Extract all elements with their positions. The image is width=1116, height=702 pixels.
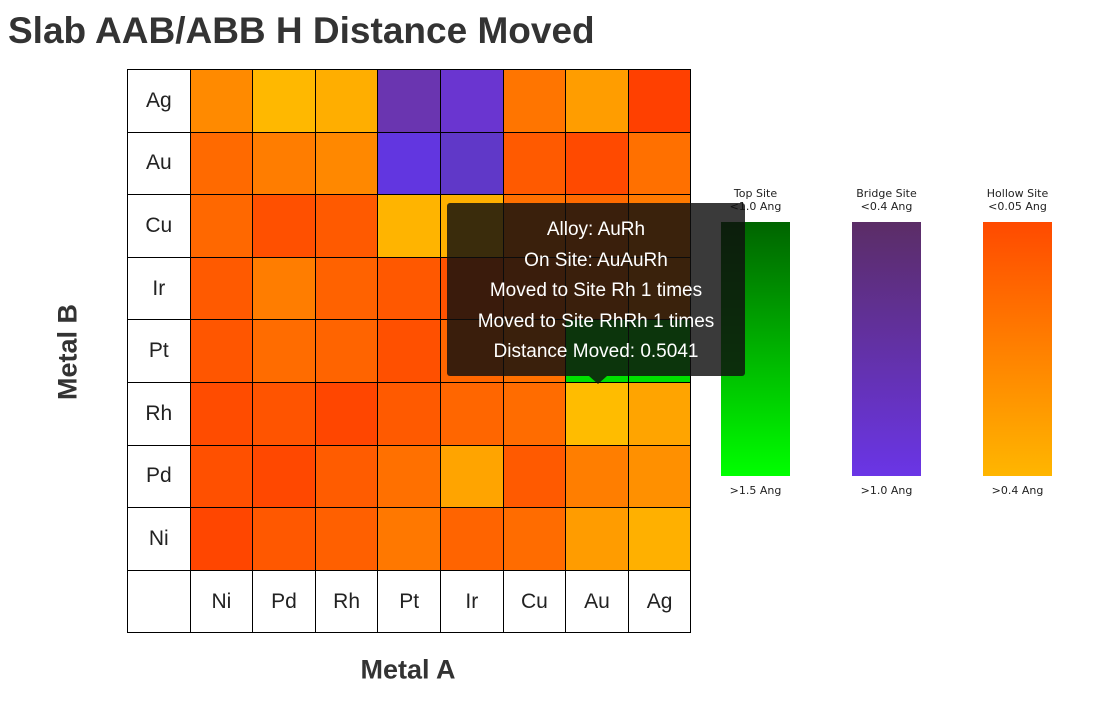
y-tick-label: Pt [127, 319, 191, 383]
heatmap-cell[interactable] [440, 507, 504, 571]
heatmap-cell[interactable] [627, 507, 692, 571]
heatmap-cell[interactable] [565, 507, 629, 571]
heatmap-cell[interactable] [565, 131, 629, 196]
legend-color-bar [852, 222, 921, 476]
heatmap-cell[interactable] [189, 382, 254, 446]
y-tick-label: Ir [127, 256, 191, 321]
heatmap-cell[interactable] [377, 194, 441, 258]
heatmap-cell[interactable] [252, 507, 316, 571]
heatmap-cell[interactable] [252, 131, 316, 196]
tooltip-line: Distance Moved: 0.5041 [493, 341, 699, 362]
heatmap-cell[interactable] [252, 444, 316, 509]
tooltip-line: Alloy: AuRh [546, 219, 646, 240]
heatmap-cell[interactable] [189, 444, 254, 509]
heatmap-cell[interactable] [189, 507, 254, 571]
x-tick-label: Pt [377, 569, 441, 634]
tooltip-line: On Site: AuAuRh [524, 249, 668, 271]
legend-bottom-label: >1.5 Ang [729, 484, 782, 497]
heatmap-cell[interactable] [252, 69, 316, 133]
heatmap-cell[interactable] [565, 382, 629, 446]
legend-bottom-label: >1.0 Ang [860, 484, 913, 497]
corner-cell [127, 569, 191, 634]
heatmap-cell[interactable] [502, 69, 567, 133]
y-tick-label: Ni [127, 507, 191, 571]
heatmap-cell[interactable] [314, 507, 379, 571]
legend-title-line: Hollow Site [986, 187, 1049, 200]
heatmap-cell[interactable] [314, 131, 379, 196]
y-tick-label: Ag [127, 69, 191, 133]
tooltip-line: Moved to Site Rh 1 times [489, 280, 703, 301]
heatmap-cell[interactable] [377, 444, 441, 509]
heatmap-cell[interactable] [565, 69, 629, 133]
heatmap-cell[interactable] [565, 444, 629, 509]
legend-title-line: <0.05 Ang [988, 200, 1047, 213]
heatmap-cell[interactable] [440, 444, 504, 509]
heatmap-cell[interactable] [502, 444, 567, 509]
y-axis-title: Metal B [52, 303, 83, 401]
x-tick-label: Rh [314, 569, 379, 634]
heatmap-cell[interactable] [189, 256, 254, 321]
heatmap-cell[interactable] [189, 131, 254, 196]
x-tick-label: Ag [627, 569, 692, 634]
x-tick-label: Pd [252, 569, 316, 634]
legend-title: Hollow Site <0.05 Ang [963, 187, 1073, 213]
y-tick-label: Au [127, 131, 191, 196]
heatmap-cell[interactable] [189, 69, 254, 133]
heatmap-cell[interactable] [440, 382, 504, 446]
heatmap-cell[interactable] [189, 194, 254, 258]
heatmap-cell[interactable] [252, 319, 316, 383]
heatmap-cell[interactable] [377, 131, 441, 196]
heatmap-cell[interactable] [314, 69, 379, 133]
heatmap-cell[interactable] [627, 444, 692, 509]
x-tick-label: Cu [502, 569, 567, 634]
heatmap-cell[interactable] [314, 194, 379, 258]
heatmap-cell[interactable] [189, 319, 254, 383]
legend-title-line: Top Site [733, 187, 778, 200]
x-tick-label: Ir [440, 569, 504, 634]
heatmap-cell[interactable] [314, 319, 379, 383]
heatmap-cell[interactable] [627, 131, 692, 196]
x-tick-label: Ni [189, 569, 254, 634]
heatmap-cell[interactable] [314, 382, 379, 446]
heatmap-cell[interactable] [440, 69, 504, 133]
heatmap-cell[interactable] [377, 256, 441, 321]
y-tick-label: Rh [127, 382, 191, 446]
legend-title-line: Bridge Site [856, 187, 917, 200]
legend-title: Bridge Site <0.4 Ang [832, 187, 942, 213]
heatmap-cell[interactable] [252, 382, 316, 446]
heatmap-cell[interactable] [314, 444, 379, 509]
heatmap-cell[interactable] [252, 194, 316, 258]
heatmap-cell[interactable] [627, 382, 692, 446]
legend-color-bar [983, 222, 1052, 476]
heatmap-cell[interactable] [377, 319, 441, 383]
heatmap-cell[interactable] [252, 256, 316, 321]
y-tick-label: Cu [127, 194, 191, 258]
heatmap-cell[interactable] [377, 382, 441, 446]
heatmap-cell[interactable] [627, 69, 692, 133]
tooltip-arrow [589, 376, 607, 384]
legend-title-line: <0.4 Ang [860, 200, 913, 213]
x-tick-label: Au [565, 569, 629, 634]
heatmap-cell[interactable] [314, 256, 379, 321]
legend-bottom-label: >0.4 Ang [991, 484, 1044, 497]
tooltip-line: Moved to Site RhRh 1 times [477, 310, 715, 332]
tooltip: Alloy: AuRh On Site: AuAuRh Moved to Site … [447, 203, 745, 376]
y-tick-label: Pd [127, 444, 191, 509]
heatmap-cell[interactable] [502, 507, 567, 571]
heatmap-cell[interactable] [502, 131, 567, 196]
x-axis-title: Metal A [360, 654, 456, 685]
chart-title: Slab AAB/ABB H Distance Moved [8, 10, 595, 51]
heatmap-cell[interactable] [502, 382, 567, 446]
heatmap-cell[interactable] [377, 507, 441, 571]
heatmap-cell[interactable] [440, 131, 504, 196]
heatmap-cell[interactable] [377, 69, 441, 133]
